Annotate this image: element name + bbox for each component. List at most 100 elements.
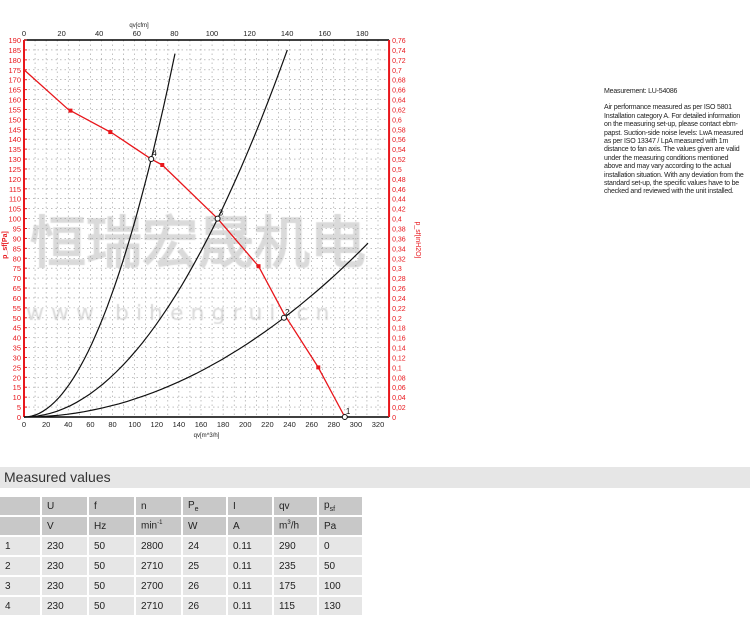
right-tick-label: 0,1 [392,365,402,372]
right-tick-label: 0,56 [392,137,406,144]
top-tick-label: 120 [243,29,256,38]
y-tick-label: 115 [9,185,21,194]
table-cell: Hz [89,517,136,535]
y-tick-label: 40 [13,334,21,343]
system-curve [23,242,369,418]
y-tick-label: 170 [8,76,21,85]
y-tick-label: 105 [8,205,21,214]
table-cell: 0.11 [228,577,274,595]
table-cell: I [228,497,274,515]
x-tick-label: 300 [350,420,363,429]
right-tick-label: 0,02 [392,405,406,412]
right-axis-label: p_sf[inH2O] [414,222,421,259]
operating-point-label: 3 [219,209,224,218]
y-tick-label: 25 [13,363,21,372]
right-tick-label: 0,06 [392,385,406,392]
y-tick-label: 145 [8,125,21,134]
table-cell: f [89,497,136,515]
table-cell: 24 [183,537,228,555]
table-cell: W [183,517,228,535]
table-cell: 2710 [136,597,183,615]
y-tick-label: 185 [8,46,21,55]
y-tick-label: 125 [8,165,21,174]
right-tick-label: 0,72 [392,58,406,65]
table-cell: 0 [319,537,364,555]
top-axis-label: qv[cfm] [129,23,149,29]
fan-curve-marker [256,264,261,269]
x-tick-label: 260 [305,420,318,429]
y-tick-label: 165 [8,86,21,95]
x-tick-label: 280 [327,420,340,429]
right-tick-label: 0,74 [392,48,406,55]
y-tick-label: 100 [8,215,21,224]
top-tick-label: 160 [318,29,331,38]
table-row: 2 230 50 2710 25 0.11 235 50 [0,557,364,575]
top-tick-label: 180 [356,29,369,38]
right-tick-label: 0,66 [392,88,406,95]
table-cell: V [42,517,89,535]
y-tick-label: 155 [8,105,21,114]
table-cell: 50 [319,557,364,575]
right-tick-label: 0,76 [392,38,406,45]
table-cell: 115 [274,597,319,615]
operating-point [280,314,287,321]
top-tick-label: 60 [133,29,141,38]
table-cell: 130 [319,597,364,615]
table-cell: 1 [0,537,42,555]
operating-point [341,414,348,420]
right-tick-label: 0,46 [392,187,406,194]
y-tick-label: 90 [13,234,21,243]
table-cell: 4 [0,597,42,615]
table-cell: 0.11 [228,537,274,555]
operating-point-label: 2 [285,308,290,317]
x-tick-label: 80 [108,420,116,429]
table-cell: 50 [89,597,136,615]
right-tick-label: 0,34 [392,246,406,253]
table-cell [0,517,42,535]
table-cell: 0.11 [228,597,274,615]
table-cell: Pa [319,517,364,535]
right-tick-label: 0,12 [392,355,406,362]
top-tick-label: 140 [281,29,294,38]
right-tick-label: 0,52 [392,157,406,164]
table-cell: psf [319,497,364,515]
table-cell: 2700 [136,577,183,595]
x-axis-label: qv[m^3/h] [194,433,220,439]
right-tick-label: 0,64 [392,98,406,105]
table-cell: n [136,497,183,515]
measurement-id: Measurement: LU-54086 [604,88,678,95]
right-tick-label: 0,7 [392,68,402,75]
right-tick-label: 0,6 [392,117,402,124]
y-tick-label: 120 [8,175,21,184]
right-tick-label: 0,28 [392,276,406,283]
right-tick-label: 0,62 [392,107,406,114]
table-cell: 175 [274,577,319,595]
table-cell: Pe [183,497,228,515]
right-tick-label: 0,68 [392,78,406,85]
fan-curve-marker [316,365,321,370]
table-cell: 290 [274,537,319,555]
right-tick-label: 0,38 [392,227,406,234]
table-cell: 50 [89,577,136,595]
y-tick-label: 55 [13,304,21,313]
performance-chart: 0 20 40 60 80 100 120 140 160 180 200 220 240 260 280 3… [2,23,421,439]
y-tick-label: 15 [13,383,21,392]
y-axis-label: p_sf[Pa] [2,231,9,259]
y-tick-label: 85 [13,244,21,253]
x-tick-label: 200 [239,420,252,429]
fan-curve-marker [68,108,73,113]
x-tick-label: 160 [195,420,208,429]
table-cell: 0.11 [228,557,274,575]
right-tick-label: 0,48 [392,177,406,184]
table-cell [0,497,42,515]
x-tick-label: 40 [64,420,72,429]
y-tick-label: 160 [8,96,21,105]
y-tick-label: 60 [13,294,21,303]
right-tick-label: 0,4 [392,217,402,224]
y-tick-label: 5 [17,403,21,412]
table-cell: 26 [183,577,228,595]
operating-point-label: 1 [346,407,351,416]
